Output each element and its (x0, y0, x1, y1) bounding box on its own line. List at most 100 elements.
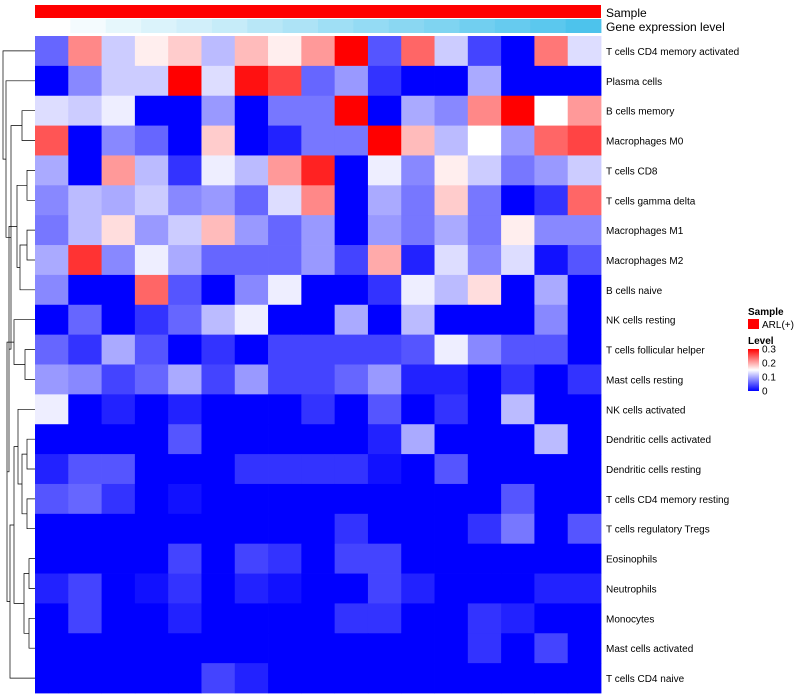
heatmap-cell (534, 65, 569, 97)
heatmap-cell (434, 245, 469, 276)
legend-level-ticks: 0.3 0.2 0.1 0 (762, 345, 776, 398)
heatmap-cell (101, 633, 136, 664)
heatmap-cell (101, 483, 136, 515)
heatmap-cell (534, 633, 569, 664)
heatmap-cell (301, 125, 336, 156)
heatmap-cell (68, 36, 102, 67)
dendrogram-branch (19, 244, 35, 291)
heatmap-cell (434, 424, 469, 455)
heatmap-cell (101, 513, 136, 545)
row-label: T cells CD4 memory activated (606, 47, 739, 58)
row-label: Mast cells resting (606, 375, 683, 386)
heatmap-cell (334, 454, 369, 485)
heatmap-cell (134, 454, 169, 485)
heatmap-cell (301, 513, 336, 545)
heatmap-cell (101, 95, 136, 126)
heatmap-cell (301, 424, 336, 455)
heatmap-cell (467, 573, 502, 604)
heatmap-cell (534, 454, 569, 485)
heatmap-cell (501, 394, 535, 425)
heatmap-cell (168, 573, 202, 604)
heatmap-cell (467, 483, 502, 515)
heatmap-cell (201, 125, 236, 156)
row-label: Monocytes (606, 614, 654, 625)
heatmap-cell (401, 424, 435, 455)
heatmap-cell (134, 663, 169, 694)
heatmap-cell (534, 543, 569, 574)
heatmap-cell (301, 274, 336, 306)
heatmap-cell (467, 394, 502, 425)
dendrogram-branch (2, 50, 35, 160)
heatmap-cell (434, 603, 469, 634)
heatmap-cell (234, 125, 269, 156)
heatmap-cell (367, 364, 402, 395)
heatmap-cell (168, 603, 202, 634)
heatmap-cell (35, 245, 69, 276)
heatmap-cell (35, 36, 69, 67)
heatmap-cell (467, 36, 502, 67)
heatmap-cell (434, 215, 469, 246)
heatmap-cell (301, 633, 336, 664)
legend-level-title: Level (748, 336, 774, 347)
row-label: T cells gamma delta (606, 196, 696, 207)
expression-track-cell (35, 19, 71, 33)
heatmap-cell (301, 36, 336, 67)
heatmap-cell (434, 543, 469, 574)
heatmap-cell (201, 633, 236, 664)
heatmap-cell (101, 274, 136, 306)
heatmap-cell (401, 603, 435, 634)
heatmap-cell (367, 334, 402, 365)
heatmap-cell (401, 633, 435, 664)
heatmap-cell (434, 663, 469, 694)
expression-track-cell (318, 19, 354, 33)
heatmap-cell (367, 394, 402, 425)
heatmap-cell (101, 245, 136, 276)
heatmap-cell (68, 215, 102, 246)
heatmap-cell (268, 185, 302, 216)
heatmap-cell (567, 663, 602, 694)
heatmap-cell (134, 543, 169, 574)
heatmap-cell (234, 65, 269, 97)
expression-track-cell (105, 19, 142, 33)
heatmap-cell (501, 573, 535, 604)
heatmap-cell (234, 513, 269, 545)
heatmap-cell (35, 573, 69, 604)
heatmap-cell (501, 483, 535, 515)
heatmap-cell (35, 454, 69, 485)
heatmap-cell (301, 185, 336, 216)
heatmap-cell (134, 334, 169, 365)
heatmap-cell (234, 633, 269, 664)
heatmap-cell (334, 394, 369, 425)
heatmap-cell (467, 543, 502, 574)
expression-track-cell (282, 19, 319, 33)
legend-tick-label: 0.2 (762, 359, 776, 370)
expression-track-cell (353, 19, 390, 33)
heatmap-cell (467, 245, 502, 276)
heatmap-cell (35, 334, 69, 365)
heatmap-cell (35, 543, 69, 574)
dendrogram-branch (16, 184, 27, 268)
heatmap-cell (201, 394, 236, 425)
heatmap-cell (134, 394, 169, 425)
heatmap-cell (567, 304, 602, 336)
sample-track-label: Sample (606, 6, 647, 20)
heatmap-cell (434, 454, 469, 485)
heatmap-cell (501, 185, 535, 216)
heatmap-cell (334, 334, 369, 365)
heatmap-cell (68, 603, 102, 634)
heatmap-cell (434, 394, 469, 425)
heatmap-cell (68, 424, 102, 455)
row-label: T cells CD8 (606, 166, 658, 177)
heatmap-cell (101, 573, 136, 604)
heatmap-cell (367, 633, 402, 664)
heatmap-cell (334, 125, 369, 156)
heatmap-cell (101, 394, 136, 425)
heatmap-cell (234, 603, 269, 634)
heatmap-cell (467, 185, 502, 216)
heatmap-cell (201, 513, 236, 545)
row-label: B cells naive (606, 286, 663, 297)
heatmap-cell (134, 633, 169, 664)
heatmap-cell (201, 424, 236, 455)
heatmap-cell (401, 304, 435, 336)
